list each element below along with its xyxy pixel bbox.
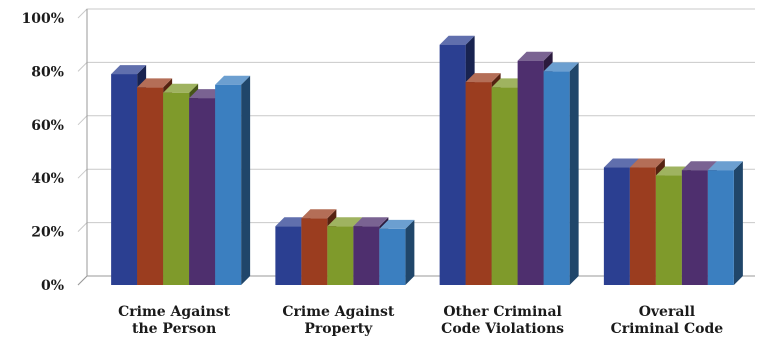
bar-top: [353, 217, 389, 227]
bar-front: [137, 87, 164, 285]
bar-side: [733, 161, 743, 285]
category-label: Criminal Code: [611, 321, 724, 337]
bar: [491, 78, 527, 285]
bar-front: [681, 170, 708, 285]
bar-top: [111, 65, 147, 75]
bar: [543, 62, 579, 286]
bar-front: [491, 87, 518, 285]
bar-top: [465, 73, 501, 83]
bar-top: [215, 75, 251, 85]
bar-front: [189, 98, 216, 285]
bar-front: [465, 82, 492, 285]
category-label: Code Violations: [441, 321, 564, 337]
bar-top: [603, 158, 639, 168]
bar-side: [569, 62, 579, 286]
bar-front: [353, 226, 380, 285]
bar-top: [517, 51, 553, 61]
bar-front: [517, 60, 544, 285]
bar-top: [327, 217, 363, 227]
bar-top: [137, 78, 173, 88]
y-tick-label: 20%: [31, 225, 64, 241]
category-label: the Person: [132, 321, 216, 337]
bar-front: [379, 228, 406, 285]
bar-top: [707, 161, 743, 171]
category-label: Other Criminal: [443, 304, 562, 320]
bar-front: [707, 170, 734, 285]
gridline: [77, 8, 755, 19]
bar-front: [301, 218, 328, 285]
bar-top: [301, 209, 337, 219]
y-tick-label: 80%: [31, 64, 64, 80]
bar: [215, 75, 251, 285]
y-tick-label: 0%: [41, 278, 64, 294]
bar-front: [275, 226, 302, 285]
y-axis-ticks: 0% 20% 40% 60% 80% 100%: [21, 11, 64, 294]
bar-top: [439, 35, 475, 45]
gridline: [77, 61, 755, 72]
bar-side: [405, 219, 415, 285]
bar-front: [215, 84, 242, 285]
bar-top: [681, 161, 717, 171]
y-tick-label: 40%: [31, 171, 64, 187]
bar: [379, 219, 415, 285]
bar-front: [111, 74, 138, 285]
bar-front: [603, 167, 630, 285]
bar-front: [439, 44, 466, 286]
category-label: Crime Against: [282, 304, 395, 320]
bar-top: [629, 158, 665, 168]
y-tick-label: 100%: [21, 11, 64, 27]
y-tick-label: 60%: [31, 118, 64, 134]
bar-side: [241, 75, 251, 285]
bar-front: [655, 175, 682, 285]
bar-front: [543, 71, 570, 286]
bar-top: [543, 62, 579, 72]
bar: [707, 161, 743, 285]
category-label: Crime Against: [118, 304, 231, 320]
bar-front: [163, 92, 190, 285]
bar-top: [379, 219, 415, 229]
bar-top: [163, 83, 199, 93]
bar-front: [327, 226, 354, 285]
bars: [111, 35, 743, 286]
category-label: Overall: [639, 304, 695, 320]
category-label: Property: [304, 321, 373, 337]
bar-front: [629, 167, 656, 285]
